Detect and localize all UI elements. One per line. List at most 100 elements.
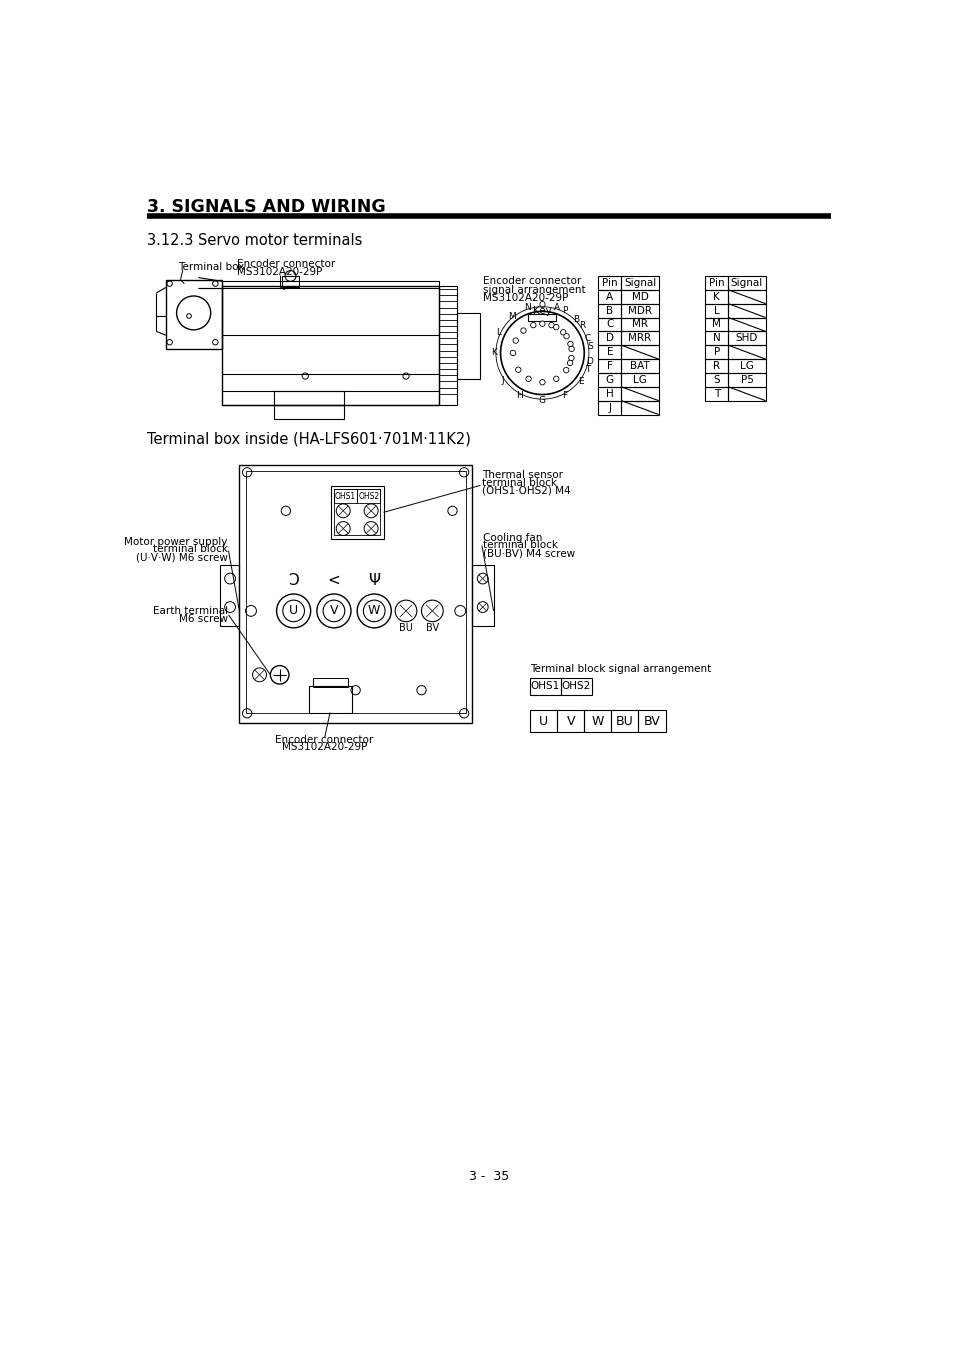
Bar: [313, 678, 348, 687]
Circle shape: [515, 367, 520, 373]
Text: M: M: [712, 320, 720, 329]
Text: Signal: Signal: [623, 278, 656, 288]
Bar: [728, 373, 765, 387]
Text: B: B: [573, 315, 578, 324]
Bar: [166, 279, 221, 350]
Text: N: N: [712, 333, 720, 343]
Bar: [530, 710, 557, 732]
Circle shape: [568, 355, 574, 360]
Circle shape: [510, 350, 516, 355]
Bar: [728, 359, 765, 373]
Text: OHS1: OHS1: [335, 491, 355, 501]
Bar: [274, 390, 344, 405]
Text: K: K: [491, 348, 497, 358]
Text: P5: P5: [740, 375, 753, 385]
Text: J: J: [501, 375, 504, 385]
Bar: [598, 304, 620, 317]
Text: S: S: [713, 375, 720, 385]
Text: (BU·BV) M4 screw: (BU·BV) M4 screw: [483, 548, 575, 558]
Text: U: U: [538, 714, 548, 728]
Text: BV: BV: [425, 622, 438, 633]
Text: L: L: [496, 328, 501, 338]
Circle shape: [568, 346, 574, 351]
Text: D: D: [586, 356, 593, 366]
Text: 3.12.3 Servo motor terminals: 3.12.3 Servo motor terminals: [147, 234, 362, 248]
Circle shape: [563, 333, 569, 339]
Bar: [221, 281, 438, 288]
Bar: [598, 373, 620, 387]
Text: L: L: [713, 305, 719, 316]
Text: (U·V·W) M6 screw: (U·V·W) M6 screw: [135, 552, 228, 562]
Text: Terminal block signal arrangement: Terminal block signal arrangement: [530, 664, 711, 674]
Text: C: C: [584, 333, 591, 343]
Bar: [620, 275, 658, 290]
Text: D: D: [605, 333, 613, 343]
Bar: [728, 290, 765, 304]
Text: K: K: [713, 292, 720, 302]
Text: MDR: MDR: [627, 305, 651, 316]
Circle shape: [520, 328, 526, 333]
Bar: [704, 346, 728, 359]
Bar: [598, 401, 620, 414]
Text: Terminal box inside (HA-LFS601·701M·11K2): Terminal box inside (HA-LFS601·701M·11K2…: [147, 432, 471, 447]
Text: OHS1: OHS1: [530, 682, 559, 691]
Bar: [620, 401, 658, 414]
Bar: [598, 359, 620, 373]
Bar: [438, 286, 456, 405]
Bar: [220, 564, 239, 626]
Text: J: J: [608, 402, 611, 413]
Text: Ɔ: Ɔ: [288, 572, 298, 587]
Circle shape: [553, 324, 558, 329]
Text: Ψ: Ψ: [368, 572, 380, 587]
Text: H: H: [516, 390, 522, 400]
Circle shape: [539, 321, 544, 327]
Circle shape: [525, 377, 531, 382]
Text: signal arrangement: signal arrangement: [483, 285, 585, 294]
Bar: [356, 489, 380, 504]
Bar: [560, 678, 592, 695]
Bar: [704, 304, 728, 317]
Bar: [331, 486, 383, 539]
Bar: [611, 710, 638, 732]
Circle shape: [530, 323, 536, 328]
Bar: [528, 315, 556, 321]
Bar: [598, 275, 620, 290]
Circle shape: [563, 367, 568, 373]
Text: BU: BU: [398, 622, 413, 633]
Bar: [620, 304, 658, 317]
Text: LG: LG: [740, 360, 753, 371]
Text: U: U: [289, 605, 298, 617]
Text: terminal block: terminal block: [483, 540, 558, 551]
Text: P: P: [561, 306, 567, 316]
Text: S: S: [586, 342, 592, 351]
Text: Encoder connector: Encoder connector: [483, 277, 581, 286]
Text: Encoder connector: Encoder connector: [236, 259, 335, 270]
Bar: [704, 359, 728, 373]
Text: V: V: [330, 605, 337, 617]
Bar: [620, 387, 658, 401]
Text: terminal block: terminal block: [481, 478, 557, 489]
Text: MD: MD: [631, 292, 648, 302]
Bar: [282, 275, 298, 286]
Bar: [598, 387, 620, 401]
Bar: [638, 710, 665, 732]
Circle shape: [560, 329, 565, 335]
Bar: [620, 317, 658, 331]
Text: Key: Key: [533, 305, 551, 316]
Bar: [728, 304, 765, 317]
Text: F: F: [562, 390, 567, 400]
Text: OHS2: OHS2: [358, 491, 379, 501]
Bar: [704, 317, 728, 331]
Text: BAT: BAT: [630, 360, 649, 371]
Bar: [728, 346, 765, 359]
Bar: [530, 678, 560, 695]
Bar: [704, 331, 728, 346]
Bar: [472, 564, 493, 626]
Text: F: F: [606, 360, 612, 371]
Text: Cooling fan: Cooling fan: [483, 533, 542, 543]
Bar: [704, 373, 728, 387]
Text: C: C: [605, 320, 613, 329]
Bar: [239, 464, 472, 722]
Text: R: R: [713, 360, 720, 371]
Bar: [620, 373, 658, 387]
